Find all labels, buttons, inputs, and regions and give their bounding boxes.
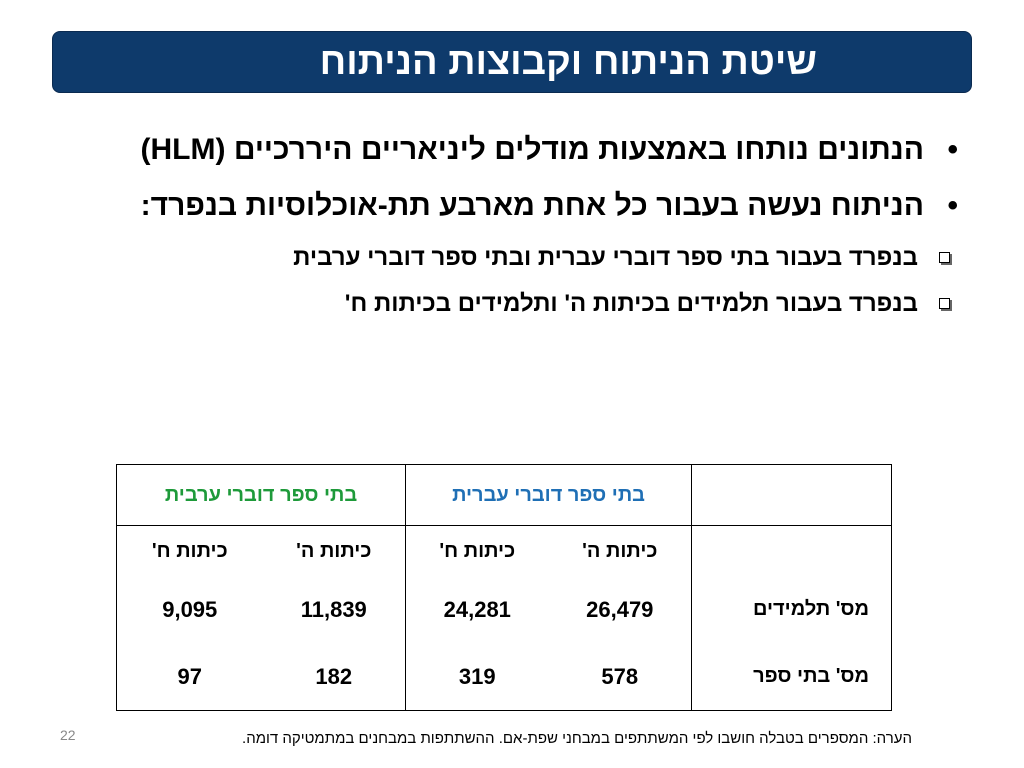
table-cell: 26,479 <box>586 596 654 622</box>
bullet-item: • הנתונים נותחו באמצעות מודלים ליניאריים… <box>84 126 964 174</box>
hebrew-schools-header: בתי ספר דוברי עברית <box>405 464 692 526</box>
slide-title: שיטת הניתוח וקבוצות הניתוח <box>319 41 817 83</box>
bullet-text: הניתוח נעשה בעבור כל אחת מארבע תת-אוכלוס… <box>140 189 924 222</box>
corner-cell <box>691 464 892 526</box>
bullet-item: • הניתוח נעשה בעבור כל אחת מארבע תת-אוכל… <box>84 182 964 230</box>
table-cell: 97 <box>177 663 202 689</box>
footnote: הערה: המספרים בטבלה חושבו לפי המשתתפים ב… <box>242 730 912 747</box>
row-label-students: מס' תלמידים <box>691 576 892 643</box>
bullet-dot-icon: • <box>947 189 958 222</box>
bullet-text: הנתונים נותחו באמצעות מודלים ליניאריים ה… <box>140 133 924 166</box>
arabic-grade8-header: כיתות ח' <box>151 539 228 562</box>
table-cell: 11,839 <box>300 596 367 622</box>
sub-bullet-text: בנפרד בעבור בתי ספר דוברי עברית ובתי ספר… <box>293 244 918 271</box>
table-cell: 182 <box>315 663 353 689</box>
table-row: מס' בתי ספר 578 319 182 97 <box>117 643 892 711</box>
group-header-row: בתי ספר דוברי עברית בתי ספר דוברי ערבית <box>116 464 892 526</box>
title-bar: שיטת הניתוח וקבוצות הניתוח <box>52 31 972 93</box>
table-row: מס' תלמידים 26,479 24,281 11,839 9,095 <box>117 576 892 643</box>
square-bullet-icon <box>939 252 950 263</box>
arabic-grade5-header: כיתות ה' <box>296 539 372 562</box>
square-bullet-icon <box>939 298 950 309</box>
table-cell: 319 <box>405 643 549 711</box>
population-table: בתי ספר דוברי עברית בתי ספר דוברי ערבית … <box>116 464 893 711</box>
table-cell: 9,095 <box>162 596 218 622</box>
arabic-schools-header: בתי ספר דוברי ערבית <box>116 464 406 526</box>
slide-number: 22 <box>60 727 76 743</box>
sub-bullet-item: בנפרד בעבור תלמידים בכיתות ה' ותלמידים ב… <box>84 284 958 324</box>
empty-label-cell <box>691 525 892 576</box>
bullet-dot-icon: • <box>947 133 958 166</box>
table-cell: 578 <box>601 663 639 689</box>
bullet-list: • הנתונים נותחו באמצעות מודלים ליניאריים… <box>84 126 964 330</box>
grade-header-row: כיתות ה' כיתות ח' כיתות ה' כיתות ח' <box>117 525 892 576</box>
row-label-schools: מס' בתי ספר <box>691 643 892 711</box>
table-cell: 24,281 <box>405 576 549 643</box>
hebrew-grade5-header: כיתות ה' <box>582 539 658 562</box>
hebrew-grade8-header: כיתות ח' <box>405 525 549 576</box>
sub-bullet-text: בנפרד בעבור תלמידים בכיתות ה' ותלמידים ב… <box>344 290 918 317</box>
sub-bullet-item: בנפרד בעבור בתי ספר דוברי עברית ובתי ספר… <box>84 238 958 278</box>
